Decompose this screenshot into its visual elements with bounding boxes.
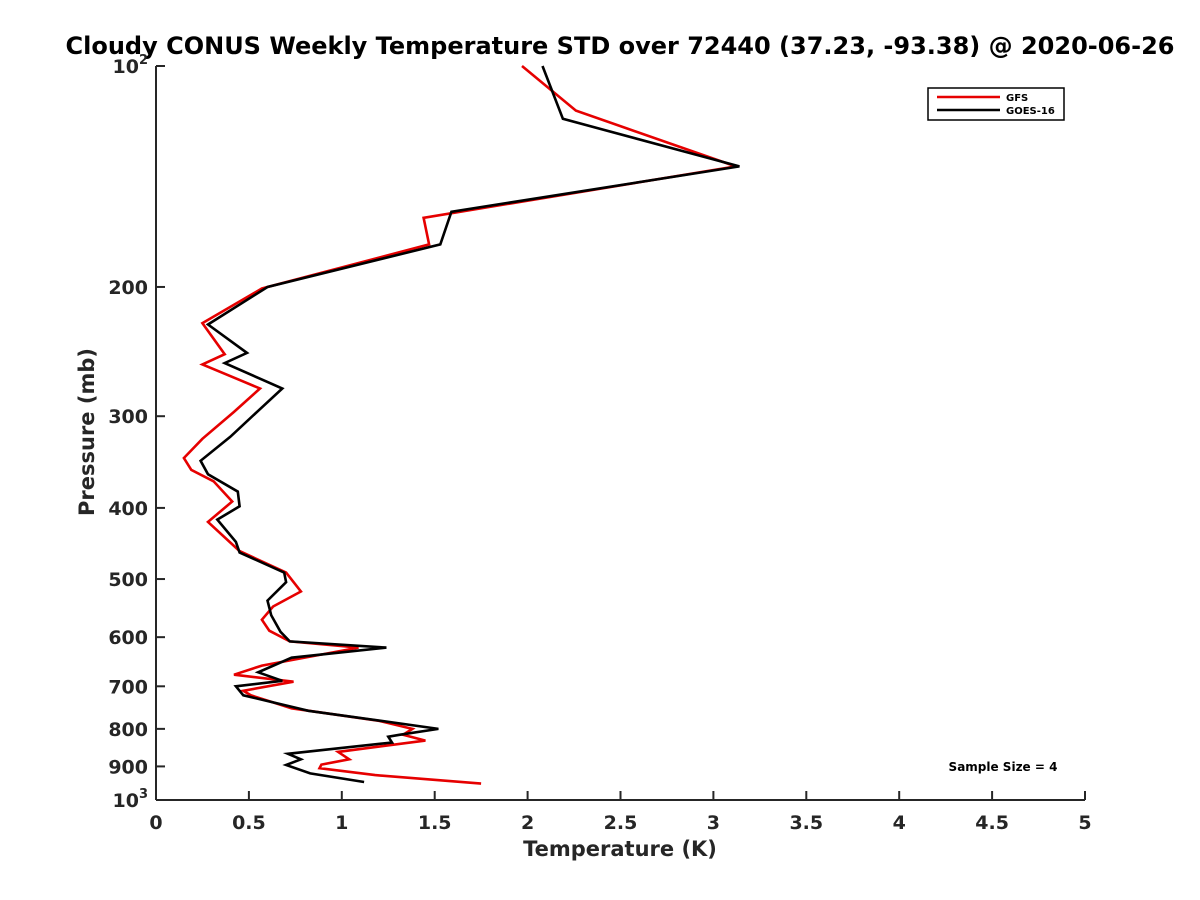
x-axis: 0 0.5 1 1.5 2 2.5 3 3.5 4 4.5 5: [149, 791, 1092, 834]
x-axis-label: Temperature (K): [523, 837, 717, 861]
y-tick-exponent: 2: [139, 53, 148, 68]
sample-size-annotation: Sample Size = 4: [949, 760, 1058, 774]
legend-label: GFS: [1006, 93, 1028, 104]
y-tick-label: 400: [108, 498, 148, 520]
y-tick-label: 200: [108, 277, 148, 299]
legend-label: GOES-16: [1006, 106, 1055, 117]
y-tick-label: 700: [108, 676, 148, 698]
x-tick-label: 5: [1078, 812, 1091, 834]
series-layer: [182, 64, 740, 785]
x-tick-label: 1: [335, 812, 348, 834]
x-tick-label: 4: [893, 812, 906, 834]
legend: GFS GOES-16: [927, 87, 1065, 121]
y-tick-label: 102: [113, 53, 149, 78]
x-tick-label: 2.5: [604, 812, 638, 834]
legend-box: [927, 87, 1065, 121]
series-line-goes-16: [198, 65, 740, 784]
series-line-gfs: [182, 64, 737, 785]
y-tick-exponent: 3: [139, 787, 148, 802]
x-tick-label: 4.5: [975, 812, 1009, 834]
y-tick-label: 600: [108, 627, 148, 649]
chart-title: Cloudy CONUS Weekly Temperature STD over…: [66, 32, 1175, 60]
y-tick-base: 10: [113, 56, 139, 78]
y-tick-base: 10: [113, 790, 139, 812]
x-tick-label: 3: [707, 812, 720, 834]
y-tick-label: 800: [108, 719, 148, 741]
y-tick-label: 900: [108, 756, 148, 778]
x-tick-label: 2: [521, 812, 534, 834]
y-axis-label: Pressure (mb): [75, 348, 99, 516]
x-tick-label: 1.5: [418, 812, 452, 834]
y-tick-label: 300: [108, 406, 148, 428]
x-tick-label: 0.5: [232, 812, 266, 834]
y-tick-label: 500: [108, 569, 148, 591]
x-tick-label: 3.5: [789, 812, 823, 834]
y-tick-label: 103: [113, 787, 149, 812]
x-tick-label: 0: [149, 812, 162, 834]
